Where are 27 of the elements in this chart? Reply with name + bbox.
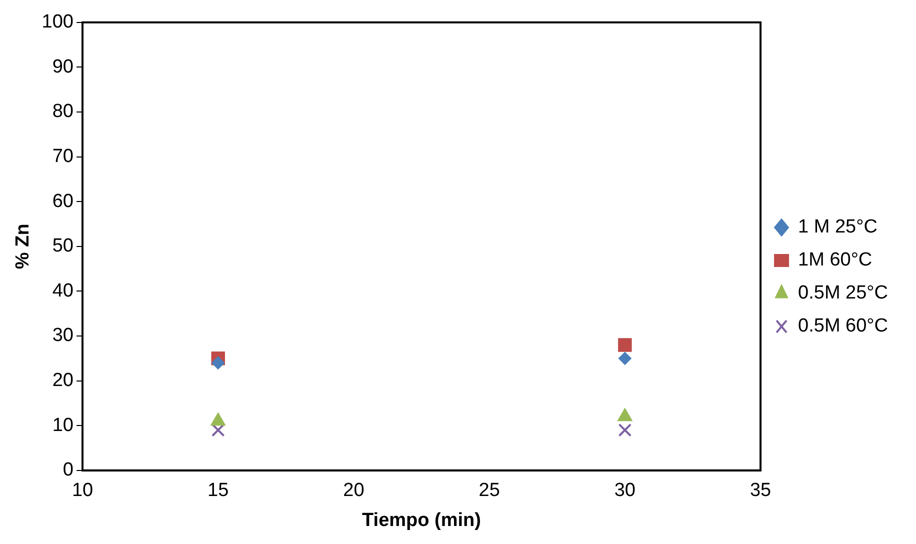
x-axis-title: Tiempo (min) <box>362 510 481 531</box>
x-tick-label: 10 <box>72 480 94 502</box>
point <box>618 338 632 352</box>
y-tick-label: 60 <box>52 190 74 212</box>
legend-label: 0.5M 60°C <box>798 316 888 337</box>
y-tick-label: 80 <box>52 101 74 122</box>
x-tick-label: 20 <box>343 480 364 502</box>
y-tick-label: 10 <box>52 414 74 436</box>
x-tick-label: 35 <box>750 480 772 502</box>
y-tick-label: 40 <box>52 280 74 302</box>
y-tick-label: 30 <box>52 325 74 346</box>
legend-label: 1M 60°C <box>798 250 872 271</box>
legend-label: 0.5M 25°C <box>798 282 888 304</box>
point <box>618 423 632 437</box>
y-tick-label: 90 <box>52 56 74 78</box>
y-tick-label: 70 <box>52 146 74 168</box>
y-tick-label: 100 <box>42 12 74 33</box>
y-tick-label: 20 <box>52 370 74 392</box>
x-tick-label: 25 <box>478 480 500 502</box>
legend-label: 1 M 25°C <box>798 216 878 238</box>
x-tick-label: 15 <box>208 480 229 502</box>
x-tick-label: 30 <box>614 480 636 502</box>
point <box>212 356 225 370</box>
point <box>618 352 632 365</box>
y-tick-label: 0 <box>62 460 74 481</box>
y-axis-title: % Zn <box>12 224 34 270</box>
y-tick-label: 50 <box>52 236 74 257</box>
